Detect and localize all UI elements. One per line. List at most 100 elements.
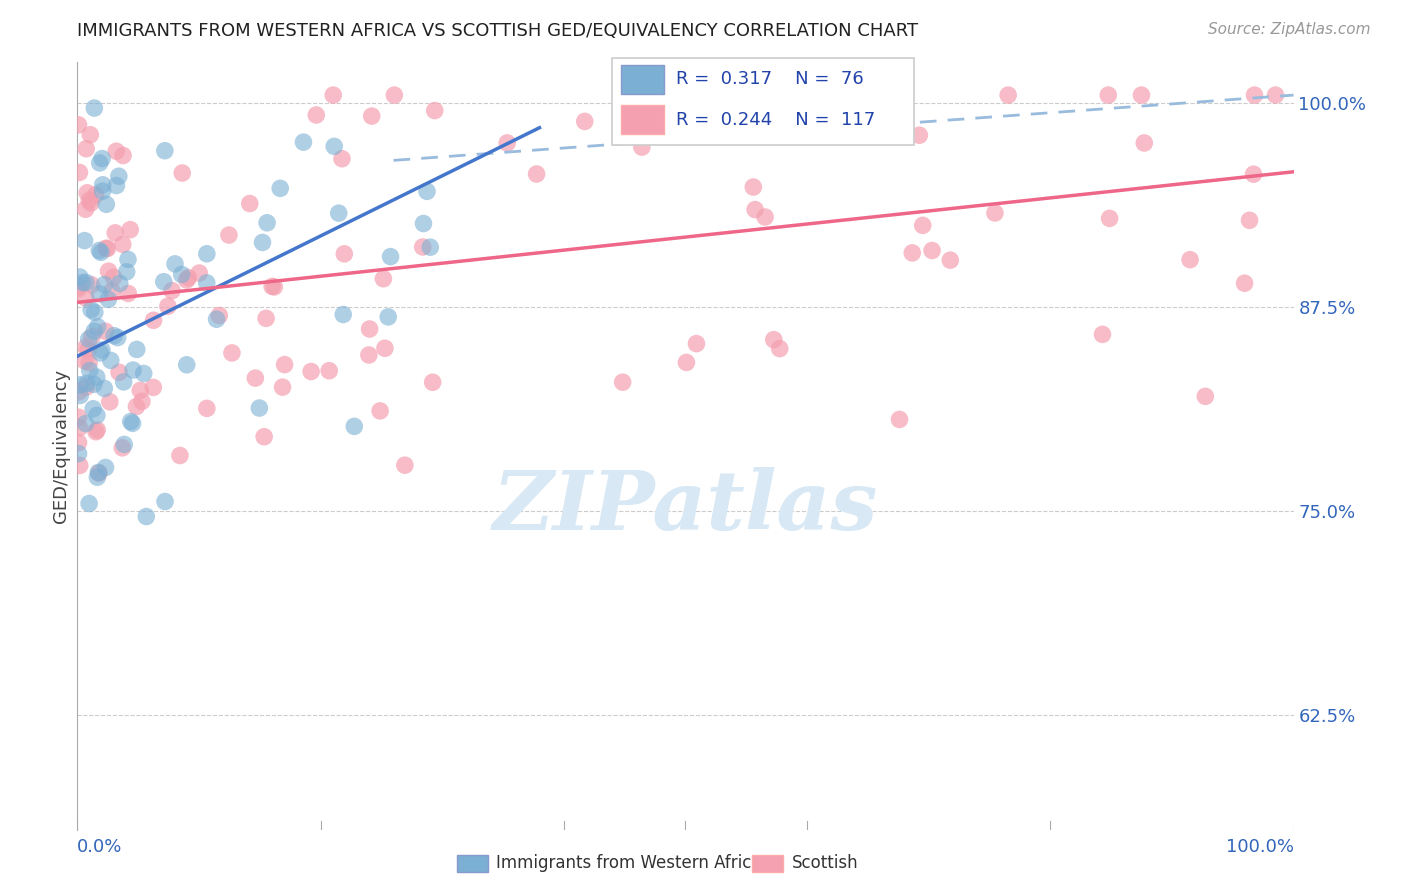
Point — [131, 394, 153, 409]
Point — [419, 240, 441, 254]
Point — [122, 363, 145, 377]
Point — [360, 109, 382, 123]
Text: Immigrants from Western Africa: Immigrants from Western Africa — [496, 855, 762, 872]
Point — [322, 88, 344, 103]
Point — [108, 277, 131, 291]
Point — [90, 245, 112, 260]
Text: 100.0%: 100.0% — [1226, 838, 1294, 855]
Point — [80, 196, 103, 211]
Point — [1239, 213, 1261, 227]
Point — [103, 328, 125, 343]
Point — [169, 449, 191, 463]
Point — [73, 354, 96, 368]
Point — [188, 266, 211, 280]
Point — [423, 103, 446, 118]
Point — [163, 257, 186, 271]
Point — [67, 410, 90, 425]
Point — [299, 365, 322, 379]
Point — [205, 312, 228, 326]
Point — [135, 509, 157, 524]
Point — [754, 210, 776, 224]
Point — [83, 324, 105, 338]
Point — [108, 365, 131, 379]
Point — [104, 226, 127, 240]
Point — [160, 284, 183, 298]
Point — [80, 277, 103, 292]
Point — [91, 178, 114, 192]
Point — [328, 206, 350, 220]
Point — [72, 276, 94, 290]
Point — [84, 425, 107, 439]
Point — [98, 394, 121, 409]
Point — [94, 460, 117, 475]
Point — [1233, 277, 1256, 291]
Point — [762, 333, 785, 347]
Point — [115, 265, 138, 279]
Point — [82, 401, 104, 416]
Point — [865, 99, 887, 113]
Point — [89, 156, 111, 170]
Point — [75, 202, 97, 217]
Point — [83, 101, 105, 115]
Point — [89, 244, 111, 258]
Point — [496, 136, 519, 150]
Point — [901, 246, 924, 260]
Point — [631, 140, 654, 154]
Point — [394, 458, 416, 473]
Point — [245, 371, 267, 385]
Point — [377, 310, 399, 324]
Point — [103, 270, 125, 285]
Point — [75, 417, 97, 431]
Point — [889, 412, 911, 426]
Point — [262, 279, 284, 293]
Point — [939, 253, 962, 268]
Point — [333, 247, 356, 261]
Point — [75, 291, 97, 305]
Point — [574, 114, 596, 128]
Text: Source: ZipAtlas.com: Source: ZipAtlas.com — [1208, 22, 1371, 37]
Point — [76, 186, 98, 200]
Point — [75, 276, 97, 290]
Point — [93, 381, 115, 395]
Point — [156, 299, 179, 313]
Point — [75, 340, 97, 354]
Point — [142, 380, 165, 394]
Point — [1194, 389, 1216, 403]
Point — [177, 270, 200, 285]
Point — [91, 152, 114, 166]
Point — [323, 139, 346, 153]
Point — [120, 415, 142, 429]
Point — [111, 441, 134, 455]
Point — [142, 313, 165, 327]
Point — [221, 346, 243, 360]
Point — [112, 375, 135, 389]
Point — [69, 458, 91, 473]
Point — [908, 128, 931, 143]
Point — [911, 219, 934, 233]
Point — [612, 375, 634, 389]
Point — [80, 302, 103, 317]
Point — [769, 342, 792, 356]
Point — [195, 247, 218, 261]
Point — [343, 419, 366, 434]
Point — [83, 377, 105, 392]
Point — [100, 353, 122, 368]
Point — [77, 194, 100, 208]
Point — [87, 466, 110, 480]
Point — [69, 377, 91, 392]
Point — [1243, 88, 1265, 103]
Point — [195, 401, 218, 416]
Point — [153, 494, 176, 508]
Point — [526, 167, 548, 181]
Point — [176, 273, 198, 287]
Point — [75, 380, 97, 394]
Point — [105, 145, 128, 159]
Point — [273, 358, 295, 372]
Point — [91, 184, 114, 198]
Point — [368, 404, 391, 418]
Point — [67, 435, 90, 450]
Point — [129, 384, 152, 398]
Text: R =  0.317    N =  76: R = 0.317 N = 76 — [676, 70, 865, 88]
Point — [67, 118, 90, 132]
Point — [86, 423, 108, 437]
